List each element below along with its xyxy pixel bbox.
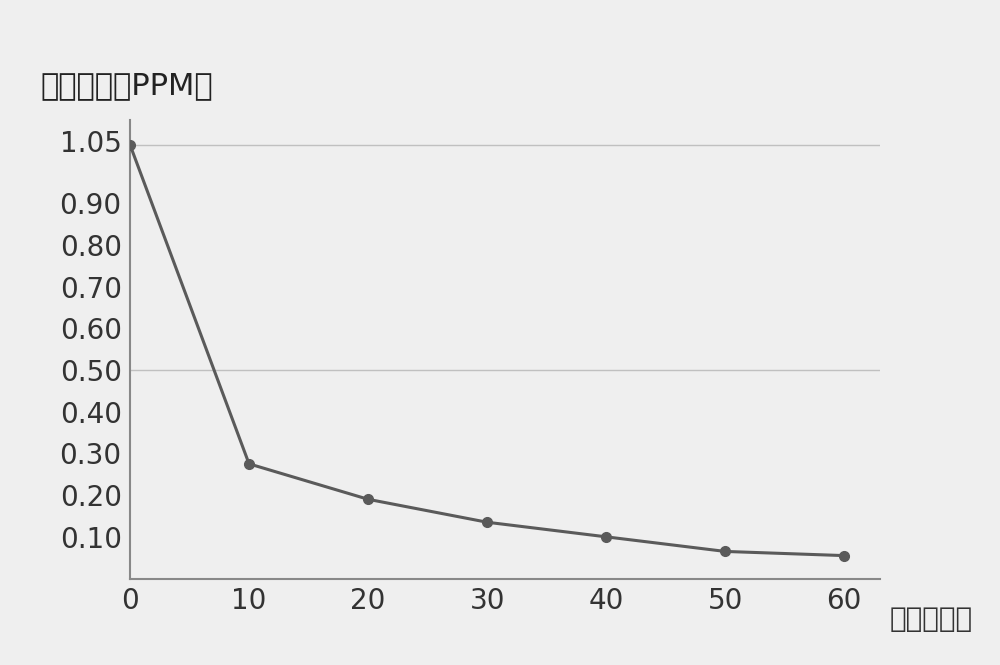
- Text: 时间（分）: 时间（分）: [890, 605, 973, 633]
- Text: 甲醇浓度（PPM）: 甲醇浓度（PPM）: [40, 70, 213, 100]
